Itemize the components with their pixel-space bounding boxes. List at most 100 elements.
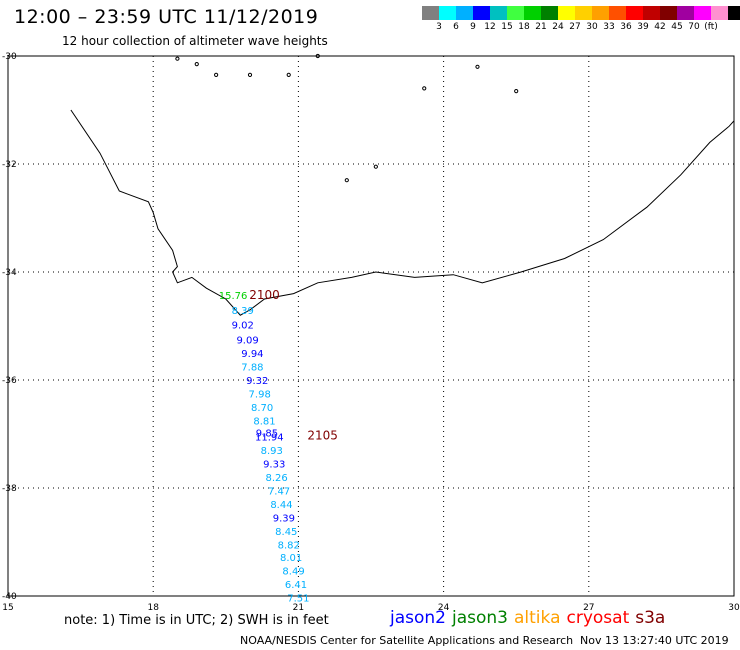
wave-height-label: 8.01 (280, 553, 302, 564)
wave-height-label: 9.02 (232, 321, 254, 332)
wave-height-label: 7.98 (249, 389, 271, 400)
legend-label: (ft) (704, 22, 718, 32)
page-title: 12:00 – 23:59 UTC 11/12/2019 (14, 6, 319, 28)
legend-label: 15 (501, 22, 513, 32)
wave-height-label: 9.85 (256, 429, 278, 440)
legend-label: 27 (569, 22, 581, 32)
wave-height-label: 7.47 (268, 486, 290, 497)
legend-label: 33 (603, 22, 615, 32)
wave-height-label: 8.39 (232, 306, 254, 317)
wave-height-label: 6.41 (285, 580, 307, 591)
satellite-legend: jason2 jason3 altika cryosat s3a (390, 608, 671, 628)
legend-label: 3 (436, 22, 442, 32)
legend-label: 24 (552, 22, 564, 32)
legend-swatch (439, 6, 456, 20)
legend-label: 12 (484, 22, 496, 32)
wave-height-label: 8.45 (275, 527, 297, 538)
island-marker (373, 164, 378, 169)
lat-tick-label: -36 (2, 376, 17, 386)
wave-height-label: 9.39 (273, 513, 295, 524)
legend-label: 30 (586, 22, 598, 32)
lon-tick-label: 18 (147, 603, 159, 613)
legend-swatch (592, 6, 609, 20)
legend-label: 9 (470, 22, 476, 32)
wave-height-label: 15.76 (219, 291, 248, 302)
coastline-south (249, 120, 735, 311)
island-marker (422, 86, 427, 91)
legend-swatch (524, 6, 541, 20)
island-marker (247, 72, 253, 78)
wave-height-label: 7.88 (241, 362, 263, 373)
legend-swatch (575, 6, 592, 20)
pass-time-label: 2100 (249, 288, 280, 302)
legend-label: 18 (518, 22, 530, 32)
satellite-name: jason2 (390, 608, 446, 628)
generated-timestamp: Nov 13 13:27:40 UTC 2019 (580, 634, 729, 647)
lon-tick-label: 21 (293, 603, 304, 613)
legend-swatch (541, 6, 558, 20)
lon-tick-label: 30 (728, 603, 740, 613)
wave-height-label: 9.94 (241, 349, 263, 360)
wave-height-label: 8.26 (265, 473, 287, 484)
legend-label: 36 (620, 22, 632, 32)
page-subtitle: 12 hour collection of altimeter wave hei… (62, 34, 328, 48)
lon-tick-label: 27 (583, 603, 594, 613)
legend-label: 70 (688, 22, 700, 32)
legend-swatch (558, 6, 575, 20)
lon-tick-label: 24 (438, 603, 450, 613)
legend-swatch (677, 6, 694, 20)
island-marker (514, 89, 519, 94)
wave-height-label: 9.33 (263, 459, 285, 470)
legend-swatch (456, 6, 473, 20)
coastline-west (70, 109, 251, 316)
island-marker (315, 53, 320, 59)
wave-height-label: 8.93 (261, 446, 283, 457)
legend-swatch (626, 6, 643, 20)
lon-tick-label: 15 (2, 603, 13, 613)
island-marker (175, 56, 180, 61)
wave-height-label: 8.70 (251, 403, 273, 414)
lat-tick-label: -34 (2, 268, 17, 278)
map-frame (7, 55, 735, 597)
satellite-name: jason3 (452, 608, 508, 628)
satellite-name: cryosat (566, 608, 630, 628)
wave-height-label: 8.44 (270, 500, 292, 511)
legend-swatch (490, 6, 507, 20)
legend-label: 21 (535, 22, 547, 32)
legend-swatch (660, 6, 677, 20)
island-marker (344, 178, 349, 183)
wave-height-label: 8.81 (253, 416, 275, 427)
island-marker (475, 64, 480, 69)
legend-swatch (694, 6, 711, 20)
credit-line: NOAA/NESDIS Center for Satellite Applica… (240, 634, 574, 647)
legend-swatch (643, 6, 660, 20)
island-marker (194, 62, 199, 67)
wave-height-label: 9.32 (246, 376, 268, 387)
legend-label: 6 (453, 22, 459, 32)
legend-swatch (473, 6, 490, 20)
lat-tick-label: -30 (2, 52, 17, 62)
legend-swatch (507, 6, 524, 20)
island-marker (286, 72, 291, 78)
legend-label: 39 (637, 22, 649, 32)
wave-height-label: 8.49 (282, 566, 304, 577)
lat-tick-label: -38 (2, 484, 17, 494)
footer-note: note: 1) Time is in UTC; 2) SWH is in fe… (64, 613, 329, 628)
lat-tick-label: -32 (2, 160, 17, 170)
wave-height-label: 11.94 (255, 432, 284, 443)
pass-time-label: 2105 (307, 428, 338, 442)
legend-swatch (422, 6, 439, 20)
legend-swatch (609, 6, 626, 20)
satellite-name: s3a (635, 608, 666, 628)
legend-label: 45 (671, 22, 683, 32)
legend-swatch (728, 6, 740, 20)
satellite-name: altika (514, 608, 561, 628)
wave-height-label: 9.09 (236, 335, 258, 346)
wave-height-label: 7.51 (287, 593, 309, 604)
wave-height-label: 8.82 (278, 540, 300, 551)
legend-swatch (711, 6, 728, 20)
island-marker (214, 72, 219, 78)
color-legend (422, 6, 740, 20)
lat-tick-label: -40 (2, 592, 17, 602)
